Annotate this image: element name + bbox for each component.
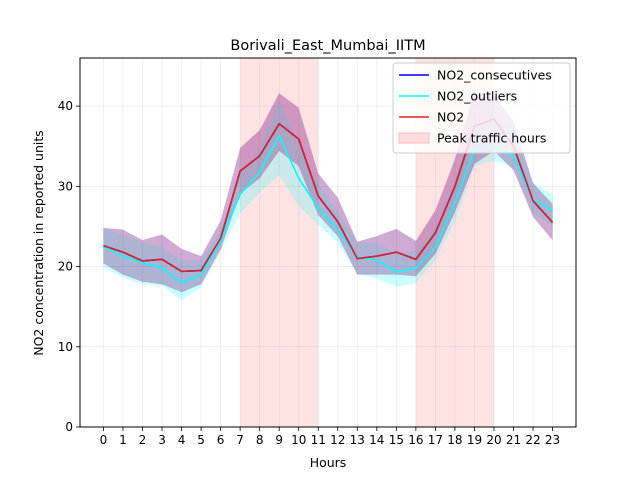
x-tick-label: 6: [217, 433, 225, 447]
plot-frame: [79, 57, 577, 428]
y-tick-label: 40: [58, 99, 73, 113]
legend: NO2_consecutives NO2_outliers NO2 Peak traf…: [392, 62, 571, 154]
chart-title: Borivali_East_Mumbai_IITM: [230, 38, 425, 54]
x-tick-label: 17: [428, 433, 443, 447]
x-tick-label: 12: [330, 433, 345, 447]
x-tick-label: 10: [291, 433, 306, 447]
x-tick-label: 19: [467, 433, 482, 447]
x-tick-label: 1: [119, 433, 127, 447]
x-tick-label: 2: [139, 433, 147, 447]
legend-swatch-peak-hours: [398, 132, 430, 144]
legend-label: Peak traffic hours: [437, 131, 546, 146]
x-tick-label: 11: [311, 433, 326, 447]
y-axis: 0 10 20 30 40: [58, 99, 80, 434]
band-NO2_consecutives: [103, 91, 553, 293]
legend-label: NO2: [437, 110, 464, 125]
y-axis-label: NO2 concentration in reported units: [31, 130, 46, 356]
y-tick-label: 10: [58, 340, 73, 354]
y-tick-label: 30: [58, 179, 73, 193]
legend-label: NO2_outliers: [437, 89, 517, 104]
x-tick-label: 22: [525, 433, 540, 447]
x-tick-label: 20: [486, 433, 501, 447]
peak-hours-region-0: [240, 58, 319, 427]
x-tick-label: 23: [545, 433, 560, 447]
band-NO2: [103, 91, 553, 293]
plot-area: [80, 58, 576, 428]
x-tick-label: 8: [256, 433, 264, 447]
x-tick-label: 15: [389, 433, 404, 447]
y-tick-label: 0: [65, 420, 73, 434]
x-tick-label: 13: [350, 433, 365, 447]
legend-label: NO2_consecutives: [437, 68, 552, 83]
x-tick-label: 16: [408, 433, 423, 447]
y-tick-label: 20: [58, 260, 73, 274]
x-tick-label: 7: [236, 433, 244, 447]
x-tick-label: 5: [197, 433, 205, 447]
x-tick-label: 3: [158, 433, 166, 447]
legend-box: [392, 62, 571, 154]
x-tick-label: 14: [369, 433, 384, 447]
x-axis-label: Hours: [310, 455, 347, 470]
x-tick-label: 4: [178, 433, 186, 447]
x-tick-label: 0: [100, 433, 108, 447]
x-tick-label: 18: [447, 433, 462, 447]
x-tick-label: 21: [506, 433, 521, 447]
x-tick-label: 9: [275, 433, 283, 447]
x-axis: 0 1 2 3 4 5 6 7 8 9 10 11 12 13 14 15 16 17 18 19 20 21 22 23: [100, 427, 560, 447]
